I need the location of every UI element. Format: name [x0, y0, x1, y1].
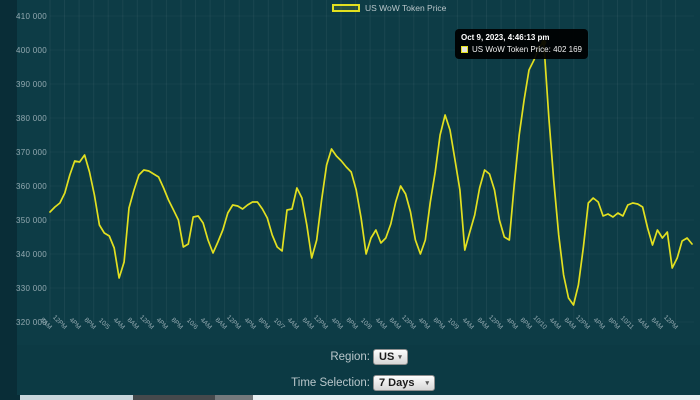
y-tick-label: 340 000 [15, 250, 47, 259]
y-tick-label: 360 000 [15, 182, 47, 191]
time-selection-control-row: Time Selection: 7 Days ▾ [0, 375, 700, 391]
footer-strip-segment [0, 395, 20, 400]
tooltip-series-value: US WoW Token Price: 402 169 [472, 45, 582, 54]
tooltip-timestamp: Oct 9, 2023, 4:46:13 pm [461, 33, 550, 42]
y-tick-label: 330 000 [15, 284, 47, 293]
footer-strip [0, 395, 700, 400]
time-selection-value: 7 Days [379, 377, 415, 389]
y-tick-label: 390 000 [15, 80, 47, 89]
region-select[interactable]: US ▾ [373, 349, 408, 365]
footer-strip-segment [253, 395, 700, 400]
region-control-row: Region: US ▾ [0, 349, 700, 365]
chevron-down-icon: ▾ [398, 353, 402, 361]
footer-strip-segment [133, 395, 215, 400]
legend-label: US WoW Token Price [365, 3, 447, 13]
tooltip-series-swatch-icon [461, 46, 468, 53]
y-tick-label: 370 000 [15, 148, 47, 157]
tooltip-series-row: US WoW Token Price: 402 169 [461, 45, 582, 54]
y-tick-label: 320 000 [15, 318, 47, 327]
legend-item-us-wow-token-price[interactable]: US WoW Token Price [332, 3, 446, 13]
time-selection-label: Time Selection: [291, 377, 370, 389]
footer-strip-segment [20, 395, 133, 400]
left-margin-strip [0, 0, 17, 400]
chevron-down-icon: ▾ [425, 379, 429, 387]
time-selection-select[interactable]: 7 Days ▾ [373, 375, 435, 391]
region-select-value: US [379, 351, 395, 363]
chart-tooltip: Oct 9, 2023, 4:46:13 pm US WoW Token Pri… [455, 29, 588, 59]
y-tick-label: 410 000 [15, 12, 47, 21]
legend-line-swatch-icon [332, 4, 360, 12]
y-tick-label: 400 000 [15, 46, 47, 55]
y-tick-label: 380 000 [15, 114, 47, 123]
footer-strip-segment [215, 395, 253, 400]
region-label: Region: [330, 351, 370, 363]
y-tick-label: 350 000 [15, 216, 47, 225]
